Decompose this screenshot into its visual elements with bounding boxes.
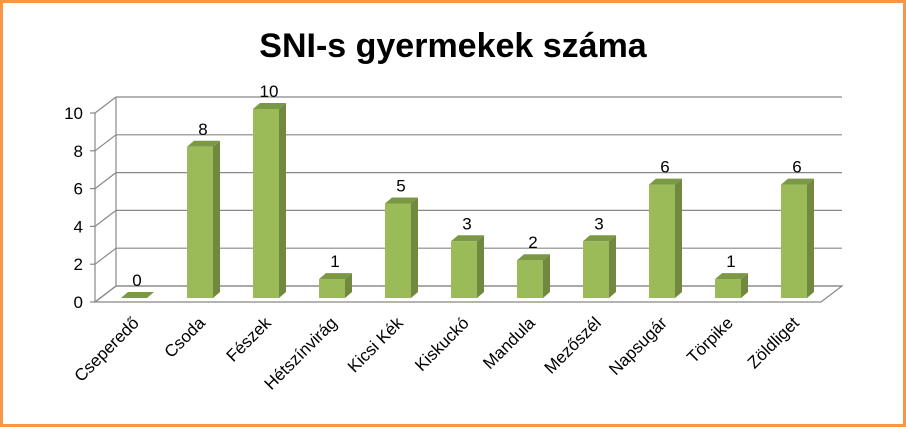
bar-side [279,103,286,298]
data-label: 5 [396,177,405,196]
bar-top [583,235,616,242]
bar-top [649,178,682,185]
y-tick-label: 6 [74,180,83,199]
bar-side [213,140,220,298]
bar-top [715,273,748,280]
bar-side [609,235,616,298]
bar [385,203,411,298]
gridline-side [94,134,117,152]
bar-side [741,273,748,298]
chart-title: SNI-s gyermekek száma [259,27,648,65]
data-label: 6 [660,158,669,177]
bar-side [807,178,814,298]
bar-top [385,197,418,204]
gridline-side [94,96,117,114]
bar [319,279,345,298]
gridline-side [94,172,117,190]
bar [649,184,675,298]
y-tick-label: 2 [74,255,83,274]
bar-top [517,254,550,261]
bar-side [411,197,418,298]
data-label: 8 [198,120,207,139]
bar [253,109,279,298]
y-tick-label: 10 [64,104,83,123]
y-tick-label: 8 [74,142,83,161]
y-tick-label: 0 [74,293,83,312]
y-tick-label: 4 [74,217,83,236]
gridline-side [94,247,117,265]
data-label: 6 [792,158,801,177]
data-label: 1 [726,252,735,271]
bar-top [121,292,154,298]
data-label: 0 [132,271,141,290]
bar [583,241,609,298]
data-label: 1 [330,252,339,271]
data-label: 3 [594,214,603,233]
bar [517,260,543,298]
bar-top [451,235,484,242]
bar [781,184,807,298]
bar [715,279,741,298]
bar [187,146,213,298]
bar-top [781,178,814,185]
data-label: 2 [528,233,537,252]
gridline-side [94,209,117,227]
bar-side [345,273,352,298]
chart-floor [93,285,844,303]
bar [451,241,477,298]
bar-top [319,273,352,280]
bar-top [187,140,220,147]
data-label: 3 [462,214,471,233]
data-label: 10 [260,82,279,101]
bar-top [253,103,286,109]
bar-side [477,235,484,298]
bar-side [675,178,682,298]
bar-side [543,254,550,298]
